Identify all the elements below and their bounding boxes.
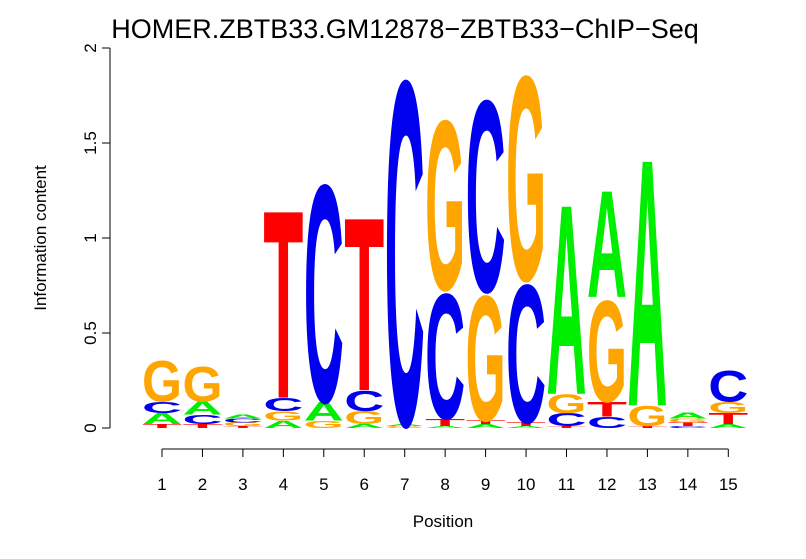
letter-C: C: [263, 394, 303, 415]
letter-T: T: [182, 423, 222, 429]
letter-A: A: [344, 423, 384, 429]
letter-T: T: [547, 426, 587, 429]
letter-C: C: [547, 410, 587, 431]
letter-A: A: [142, 410, 182, 428]
letter-A: A: [668, 411, 708, 420]
letter-C: C: [668, 426, 708, 429]
letter-A: A: [627, 85, 667, 480]
x-tick-label: 15: [719, 475, 738, 494]
letter-T: T: [506, 421, 546, 427]
x-tick-label: 1: [157, 475, 166, 494]
letter-G: G: [304, 418, 344, 430]
letter-G: G: [263, 408, 303, 423]
letter-G: G: [344, 408, 384, 429]
letter-C: C: [506, 243, 546, 465]
letter-G: G: [466, 259, 506, 459]
x-tick-label: 4: [279, 475, 288, 494]
letter-G: G: [587, 271, 627, 434]
letter-T: T: [668, 421, 708, 427]
letter-G: G: [385, 426, 425, 429]
y-tick-label: 1: [81, 233, 100, 242]
x-tick-label: 6: [360, 475, 369, 494]
letter-A: A: [547, 147, 587, 452]
letter-G: G: [182, 356, 222, 412]
letter-G: G: [627, 400, 667, 433]
letter-G: G: [142, 348, 182, 414]
letter-T: T: [344, 167, 384, 443]
letter-T: T: [708, 410, 748, 428]
letter-A: A: [708, 423, 748, 429]
x-tick-label: 3: [238, 475, 247, 494]
letter-A: A: [182, 398, 222, 419]
letter-C: C: [385, 0, 425, 530]
letter-C: C: [142, 398, 182, 416]
letter-T: T: [142, 423, 182, 429]
letter-T: T: [627, 426, 667, 429]
letter-C: C: [466, 43, 506, 349]
x-tick-label: 11: [558, 475, 576, 494]
y-tick-label: 1.5: [81, 131, 100, 155]
x-tick-label: 9: [481, 475, 490, 494]
letter-stack-7: GAC: [385, 0, 425, 530]
letter-stack-13: TGA: [627, 85, 667, 480]
letter-A: A: [506, 426, 546, 429]
x-tick-label: 13: [638, 475, 657, 494]
y-tick-label: 0.5: [81, 321, 100, 345]
letter-A: A: [223, 414, 263, 420]
letter-G: G: [668, 418, 708, 424]
letter-A: A: [425, 426, 465, 429]
letter-G: G: [223, 421, 263, 427]
letter-A: A: [466, 423, 506, 429]
y-axis-label: Information content: [31, 165, 50, 311]
chart-title: HOMER.ZBTB33.GM12878−ZBTB33−ChIP−Seq: [111, 14, 699, 44]
letter-C: C: [182, 412, 222, 427]
letter-A: A: [304, 397, 344, 426]
x-tick-label: 14: [678, 475, 697, 494]
letter-T: T: [587, 398, 627, 421]
letter-T: T: [425, 417, 465, 429]
letter-A: A: [587, 160, 627, 330]
letter-A: A: [263, 419, 303, 431]
x-tick-label: 10: [517, 475, 536, 494]
letter-A: A: [385, 424, 425, 427]
letter-C: C: [425, 258, 465, 458]
letter-stack-5: GAC: [304, 122, 344, 469]
y-tick-label: 0: [81, 423, 100, 432]
letter-C: C: [344, 385, 384, 417]
y-tick-label: 2: [81, 43, 100, 52]
letter-G: G: [506, 15, 546, 342]
x-tick-label: 7: [400, 475, 409, 494]
x-axis-label: Position: [413, 512, 473, 531]
letter-G: G: [547, 389, 587, 419]
x-tick-label: 12: [597, 475, 616, 494]
x-tick-label: 8: [440, 475, 449, 494]
x-tick-label: 2: [198, 475, 207, 494]
letter-C: C: [223, 418, 263, 424]
letter-G: G: [708, 399, 748, 416]
letter-C: C: [587, 414, 627, 432]
letter-T: T: [466, 419, 506, 425]
letter-T: T: [263, 154, 303, 455]
letter-C: C: [304, 122, 344, 469]
axes: 00.511.521 2 3 4 5 6 7 8 9 10 11 12 13 14 15: [81, 43, 738, 494]
letter-C: C: [708, 360, 748, 411]
x-tick-label: 5: [319, 475, 328, 494]
letter-G: G: [425, 71, 465, 342]
letter-T: T: [223, 426, 263, 429]
